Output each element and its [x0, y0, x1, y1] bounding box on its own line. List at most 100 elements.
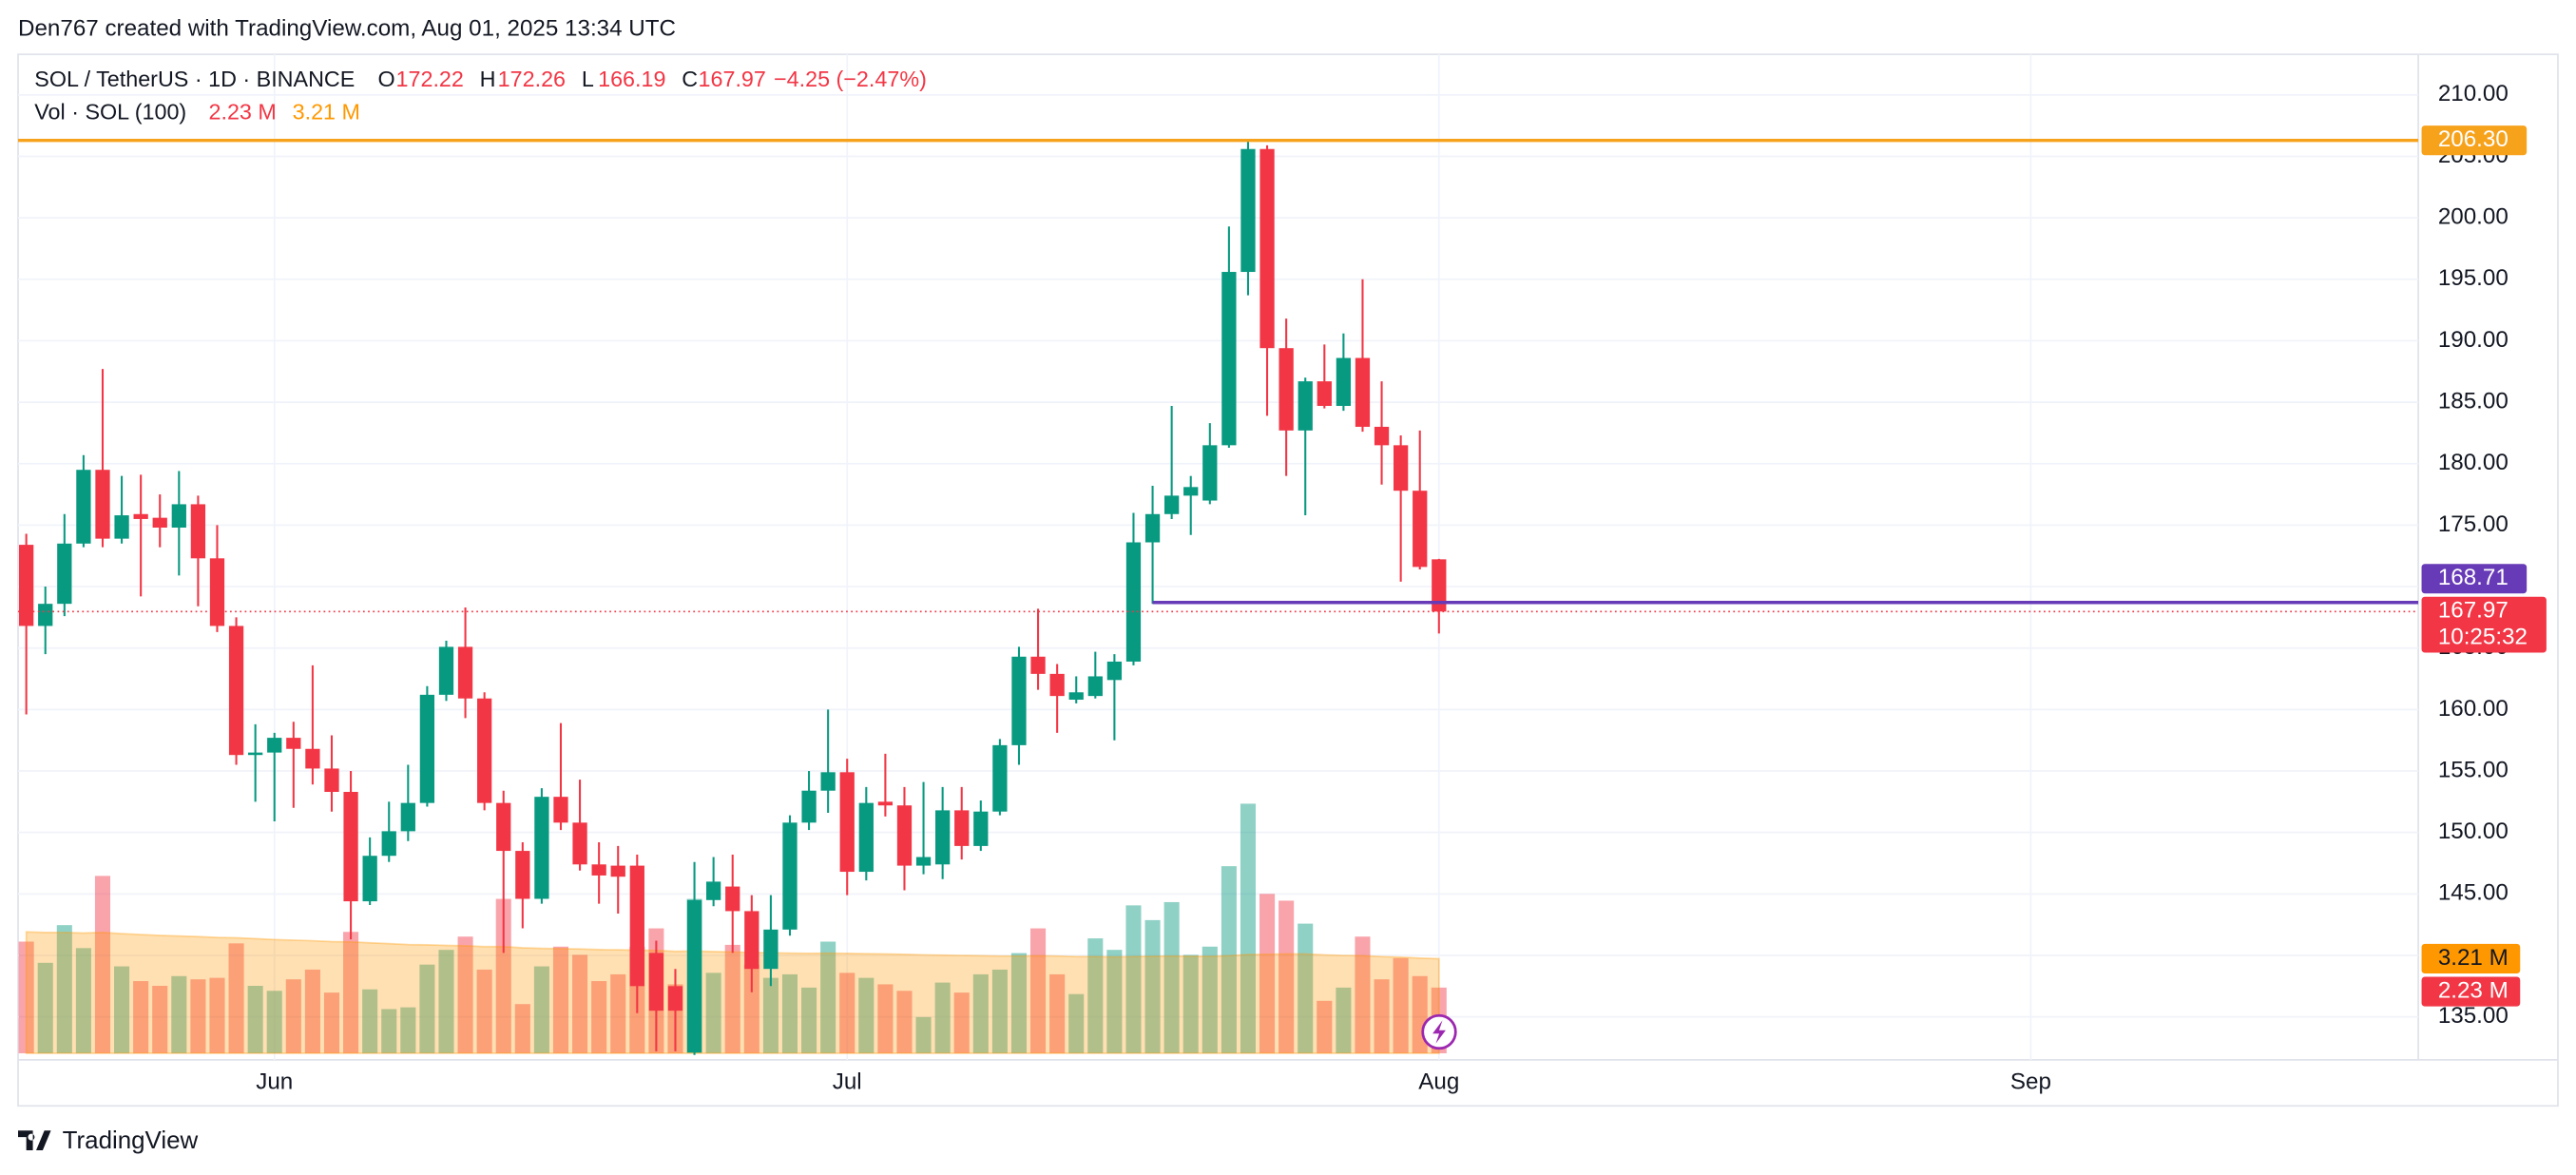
candle-body: [1144, 513, 1161, 543]
candle-body: [973, 811, 989, 846]
volume-bar: [743, 964, 759, 1053]
volume-ma-tag-label: 3.21 M: [2438, 945, 2509, 971]
candle-body: [1049, 673, 1065, 697]
volume-bar: [1010, 953, 1028, 1053]
volume-tag: [2421, 976, 2521, 1007]
volume-bar: [1030, 928, 1047, 1053]
attribution: Den767 created with TradingView.com, Aug…: [18, 16, 676, 42]
volume-bar: [114, 966, 130, 1053]
legend-value: 167.97: [699, 67, 766, 91]
candle-body: [76, 470, 91, 544]
candle-body: [381, 831, 396, 857]
y-tick-label: 175.00: [2438, 511, 2509, 537]
candle-body: [610, 865, 625, 877]
volume-bar: [152, 985, 168, 1053]
volume-tag-label: 2.23 M: [2438, 977, 2509, 1003]
volume-bar: [133, 981, 149, 1053]
candle-body: [305, 748, 320, 769]
volume-bar: [37, 962, 53, 1053]
candle-body: [763, 929, 779, 970]
volume-bar: [1182, 954, 1199, 1053]
candle-body: [706, 881, 721, 900]
candle-body: [286, 738, 301, 749]
volume-bar: [343, 932, 359, 1053]
volume-bar: [934, 982, 951, 1053]
volume-bar: [1144, 919, 1161, 1053]
candle-body: [1068, 692, 1084, 701]
candle-body: [400, 802, 415, 832]
price-tag-label: 168.71: [2438, 565, 2509, 590]
candle-body: [38, 604, 53, 626]
volume-bar: [362, 989, 378, 1053]
candle-body: [1259, 148, 1275, 349]
candle-body: [667, 986, 683, 1011]
volume-bar: [75, 948, 91, 1053]
volume-bar: [762, 977, 779, 1053]
candle-body: [228, 626, 244, 756]
volume-bar: [228, 943, 244, 1053]
volume-bar: [915, 1016, 932, 1053]
label-layer: 135.00140.00145.00150.00155.00160.00165.…: [256, 81, 2547, 1094]
volume-bar: [877, 984, 894, 1053]
volume-ma-value: 3.21 M: [293, 100, 360, 125]
candle-layer: [19, 140, 1447, 1055]
countdown-label: 10:25:32: [2438, 624, 2528, 649]
volume-bar: [1221, 866, 1237, 1053]
candle-body: [1087, 676, 1103, 697]
candle-body: [648, 953, 664, 1011]
volume-bar: [419, 964, 435, 1053]
line-layer: [18, 138, 2419, 613]
candle-body: [1011, 656, 1027, 745]
volume-bar: [1201, 946, 1218, 1053]
legend: SOL / TetherUS · 1D · BINANCE O 172.22 H…: [34, 67, 927, 125]
volume-bar: [209, 977, 225, 1053]
candle-body: [324, 768, 339, 793]
y-tick-label: 145.00: [2438, 880, 2509, 906]
candle-body: [1336, 357, 1352, 406]
candle-body: [1202, 445, 1218, 501]
candle-body: [1317, 381, 1332, 406]
volume-bar: [1087, 938, 1104, 1053]
volume-bar: [1259, 894, 1276, 1053]
symbol-title: SOL / TetherUS · 1D · BINANCE: [34, 67, 355, 91]
candle-body: [782, 822, 798, 930]
y-tick-label: 135.00: [2438, 1003, 2509, 1029]
legend-value: 172.26: [498, 67, 566, 91]
candle-body: [896, 805, 913, 866]
frame: [17, 53, 2559, 1108]
volume-bar: [858, 977, 875, 1053]
volume-bar: [896, 991, 913, 1053]
volume-bar: [953, 992, 970, 1053]
legend-change: −4.25 (−2.47%): [774, 67, 927, 91]
candle-body: [1298, 381, 1313, 431]
y-tick-label: 155.00: [2438, 757, 2509, 782]
candle-body: [629, 865, 644, 987]
candle-body: [839, 772, 855, 873]
price-tag: [2421, 564, 2528, 594]
volume-bar: [1240, 803, 1257, 1053]
volume-bar: [514, 1004, 530, 1053]
icon-bolt: [1432, 1020, 1446, 1044]
volume-ma-area: [25, 931, 1440, 1054]
brand-logo: [18, 1130, 51, 1150]
candle-body: [1164, 495, 1180, 514]
candle-body: [1240, 148, 1256, 273]
y-tick-label: 185.00: [2438, 388, 2509, 414]
volume-bar: [572, 954, 588, 1053]
candle-body: [248, 752, 263, 756]
volume-bar: [801, 987, 817, 1053]
replay-icon[interactable]: [1421, 1013, 1457, 1050]
candle-body: [591, 864, 606, 876]
candle-body: [1432, 559, 1447, 612]
volume-name: Vol · SOL (100): [34, 100, 186, 125]
candle-body: [915, 857, 932, 866]
volume-bar: [1336, 987, 1352, 1053]
volume-bar: [171, 975, 187, 1053]
current-price-label: 167.97: [2438, 598, 2509, 624]
candle-body: [171, 504, 186, 528]
candle-body: [820, 772, 836, 791]
candle-body: [114, 515, 129, 539]
y-tick-label: 195.00: [2438, 265, 2509, 291]
volume-bar: [94, 876, 111, 1053]
candle-body: [267, 738, 282, 753]
